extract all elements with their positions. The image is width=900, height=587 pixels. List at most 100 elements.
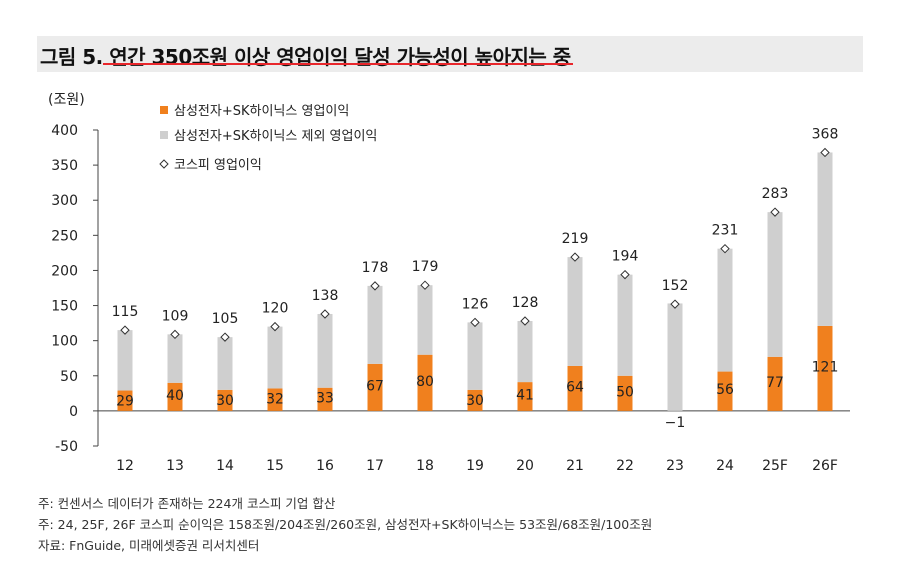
legend-label-kospi: 코스피 영업이익 bbox=[174, 158, 262, 173]
bar-others bbox=[767, 212, 783, 357]
bar-samsung-sk bbox=[267, 388, 283, 411]
bar-others bbox=[717, 248, 733, 372]
x-tick-label: 17 bbox=[366, 458, 384, 474]
legend-label-samsung-sk: 삼성전자+SK하이닉스 영업이익 bbox=[174, 104, 349, 119]
x-tick-label: 21 bbox=[566, 458, 584, 474]
bar-others bbox=[117, 330, 133, 391]
kospi-marker bbox=[770, 207, 780, 217]
kospi-total-label: 179 bbox=[412, 259, 439, 275]
footnote-1: 주: 컨센서스 데이터가 존재하는 224개 코스피 기업 합산 bbox=[38, 496, 336, 511]
footnote-2: 주: 24, 25F, 26F 코스피 순이익은 158조원/204조원/260… bbox=[38, 517, 653, 532]
figure-title-bar: 그림 5. 연간 350조원 이상 영업이익 달성 가능성이 높아지는 중 bbox=[37, 36, 863, 72]
y-tick-label: -50 bbox=[55, 439, 78, 455]
bar-value-label: 30 bbox=[216, 393, 234, 409]
bar-others bbox=[567, 257, 583, 366]
y-tick-label: 400 bbox=[51, 123, 78, 139]
bar-value-label: 67 bbox=[366, 378, 384, 394]
x-tick-label: 13 bbox=[166, 458, 184, 474]
bar-value-label: 30 bbox=[466, 393, 484, 409]
bar-samsung-sk bbox=[617, 375, 633, 411]
footnotes: 주: 컨센서스 데이터가 존재하는 224개 코스피 기업 합산 주: 24, … bbox=[38, 493, 652, 556]
bar-others bbox=[617, 274, 633, 376]
bar-value-label: 33 bbox=[316, 391, 334, 407]
kospi-marker bbox=[620, 269, 630, 280]
kospi-total-label: 231 bbox=[712, 223, 739, 239]
bar-samsung-sk bbox=[767, 356, 783, 411]
kospi-marker bbox=[170, 329, 180, 340]
bar-samsung-sk bbox=[167, 382, 183, 411]
kospi-total-label: 283 bbox=[762, 186, 789, 202]
bar-value-label: −1 bbox=[665, 415, 686, 431]
bar-value-label: 32 bbox=[266, 391, 284, 407]
bar-samsung-sk bbox=[567, 365, 583, 411]
bar-samsung-sk bbox=[417, 354, 433, 411]
kospi-marker bbox=[220, 332, 230, 342]
bar-others bbox=[467, 322, 483, 390]
bar-others bbox=[367, 285, 383, 364]
bar-samsung-sk bbox=[367, 363, 383, 411]
kospi-marker bbox=[570, 252, 580, 262]
kospi-total-label: 194 bbox=[612, 249, 639, 265]
x-tick-label: 26F bbox=[812, 458, 838, 474]
kospi-total-label: 219 bbox=[562, 231, 589, 247]
bar-value-label: 56 bbox=[716, 382, 734, 398]
y-tick-label: 100 bbox=[51, 334, 78, 350]
x-tick-label: 16 bbox=[316, 458, 334, 474]
kospi-marker bbox=[720, 243, 730, 254]
bar-value-label: 80 bbox=[416, 374, 434, 390]
kospi-marker bbox=[670, 299, 680, 309]
bar-others bbox=[667, 303, 683, 411]
kospi-total-label: 120 bbox=[262, 301, 289, 317]
x-tick-label: 19 bbox=[466, 458, 484, 474]
kospi-total-label: 152 bbox=[662, 278, 689, 294]
bar-others bbox=[817, 152, 833, 326]
y-tick-label: 200 bbox=[51, 263, 78, 279]
bar-others bbox=[217, 337, 233, 390]
kospi-total-label: 115 bbox=[112, 304, 139, 320]
kospi-total-label: 128 bbox=[512, 295, 539, 311]
y-tick-label: 150 bbox=[51, 299, 78, 315]
y-tick-label: 300 bbox=[51, 193, 78, 209]
bar-others bbox=[267, 326, 283, 389]
bar-others bbox=[517, 321, 533, 383]
bar-samsung-sk bbox=[817, 325, 833, 411]
bar-value-label: 121 bbox=[812, 359, 839, 375]
kospi-total-label: 138 bbox=[312, 288, 339, 304]
bar-value-label: 64 bbox=[566, 379, 584, 395]
y-axis-unit-label: (조원) bbox=[48, 92, 85, 108]
bar-value-label: 29 bbox=[116, 394, 134, 410]
kospi-total-label: 105 bbox=[212, 311, 239, 327]
legend-marker-kospi bbox=[159, 159, 169, 169]
x-tick-label: 14 bbox=[216, 458, 234, 474]
x-tick-label: 25F bbox=[762, 458, 788, 474]
kospi-total-label: 109 bbox=[162, 308, 189, 324]
bar-value-label: 77 bbox=[766, 375, 784, 391]
y-tick-label: 50 bbox=[60, 369, 78, 385]
title-underline bbox=[103, 63, 573, 65]
x-tick-label: 15 bbox=[266, 458, 284, 474]
kospi-total-label: 178 bbox=[362, 260, 389, 276]
legend-label-others: 삼성전자+SK하이닉스 제외 영업이익 bbox=[174, 129, 377, 144]
x-tick-label: 22 bbox=[616, 458, 634, 474]
x-tick-label: 12 bbox=[116, 458, 134, 474]
kospi-marker bbox=[520, 316, 530, 326]
source-note: 자료: FnGuide, 미래에셋증권 리서치센터 bbox=[38, 538, 260, 553]
x-tick-label: 24 bbox=[716, 458, 734, 474]
kospi-total-label: 126 bbox=[462, 296, 489, 312]
legend-swatch-others bbox=[160, 131, 168, 139]
bar-others bbox=[317, 313, 333, 388]
legend-swatch-samsung-sk bbox=[160, 106, 168, 114]
kospi-marker bbox=[120, 325, 130, 335]
x-tick-label: 20 bbox=[516, 458, 534, 474]
bar-others bbox=[417, 285, 433, 355]
x-tick-label: 23 bbox=[666, 458, 684, 474]
bar-samsung-sk bbox=[217, 389, 233, 411]
bar-value-label: 50 bbox=[616, 384, 634, 400]
bar-samsung-sk bbox=[467, 389, 483, 411]
bar-samsung-sk bbox=[717, 371, 733, 411]
y-tick-label: 250 bbox=[51, 228, 78, 244]
bar-others bbox=[167, 334, 183, 383]
figure-title: 그림 5. 연간 350조원 이상 영업이익 달성 가능성이 높아지는 중 bbox=[40, 45, 571, 69]
y-tick-label: 350 bbox=[51, 158, 78, 174]
y-tick-label: 0 bbox=[69, 404, 78, 420]
